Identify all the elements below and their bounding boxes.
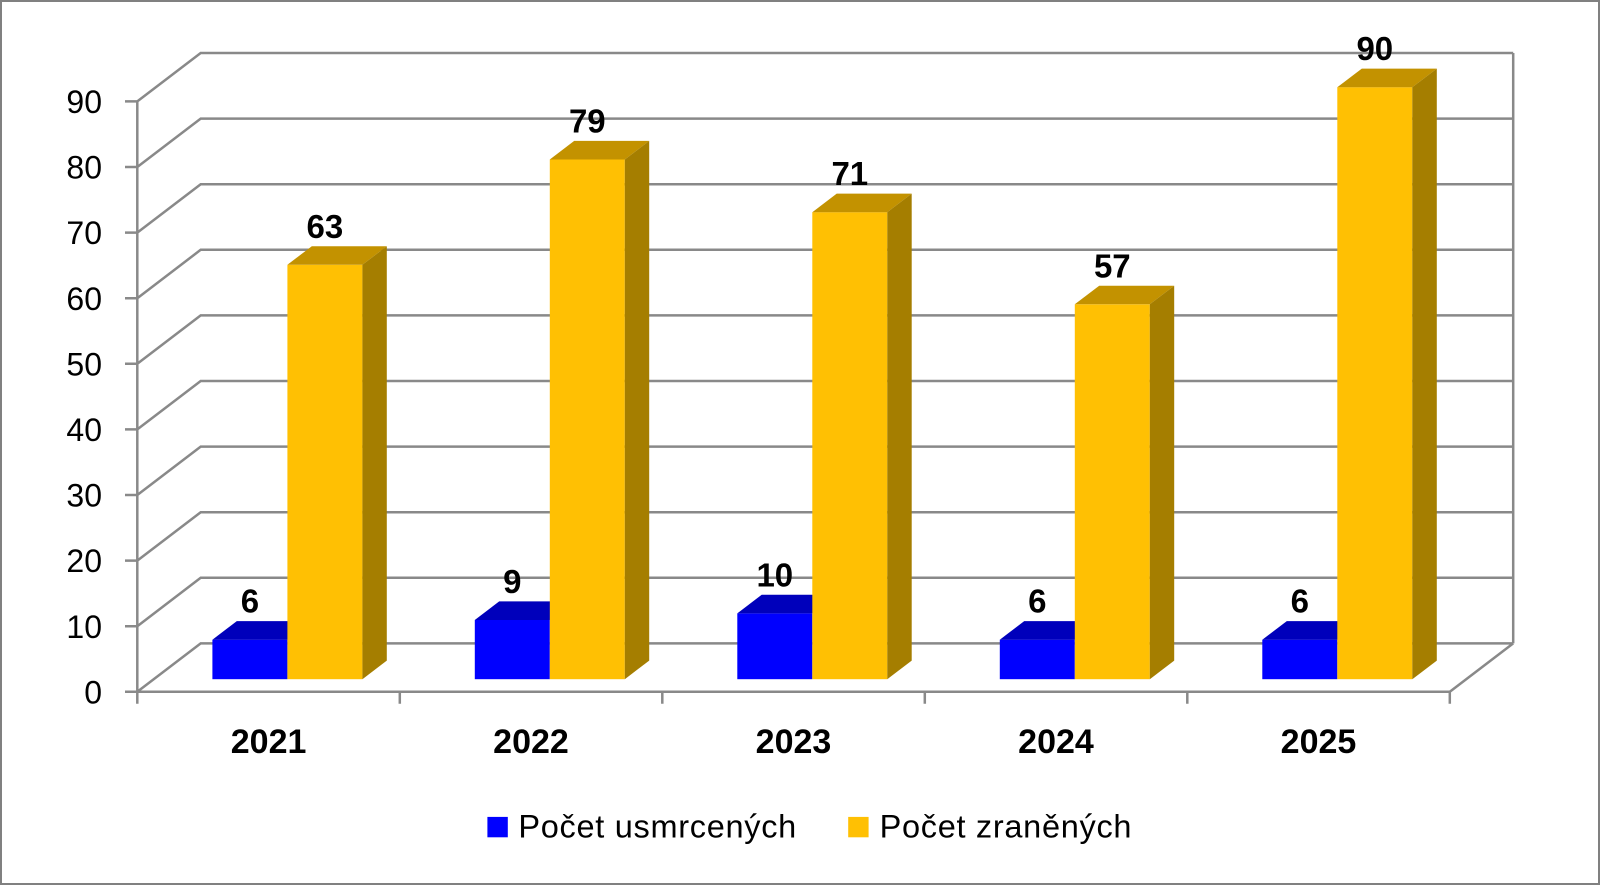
- svg-text:2024: 2024: [1018, 723, 1094, 761]
- svg-text:30: 30: [66, 478, 102, 514]
- svg-text:2021: 2021: [231, 723, 307, 761]
- svg-text:57: 57: [1094, 247, 1131, 284]
- svg-text:6: 6: [1291, 583, 1309, 620]
- svg-text:20: 20: [66, 543, 102, 579]
- svg-text:70: 70: [66, 215, 102, 251]
- svg-text:2023: 2023: [756, 723, 832, 761]
- svg-text:Počet zraněných: Počet zraněných: [880, 809, 1133, 845]
- svg-text:50: 50: [66, 346, 102, 382]
- svg-text:90: 90: [1356, 30, 1393, 67]
- svg-text:79: 79: [569, 103, 606, 140]
- svg-text:0: 0: [84, 674, 102, 710]
- svg-text:2022: 2022: [493, 723, 569, 761]
- svg-text:10: 10: [66, 609, 102, 645]
- svg-text:63: 63: [307, 208, 344, 245]
- svg-text:2025: 2025: [1281, 723, 1357, 761]
- svg-text:6: 6: [241, 583, 259, 620]
- svg-text:90: 90: [66, 84, 102, 120]
- svg-text:10: 10: [756, 556, 793, 593]
- svg-text:60: 60: [66, 281, 102, 317]
- svg-text:6: 6: [1028, 583, 1046, 620]
- svg-text:71: 71: [831, 155, 868, 192]
- svg-text:Počet usmrcených: Počet usmrcených: [518, 809, 797, 845]
- svg-text:40: 40: [66, 412, 102, 448]
- svg-text:9: 9: [503, 563, 521, 600]
- svg-text:80: 80: [66, 150, 102, 186]
